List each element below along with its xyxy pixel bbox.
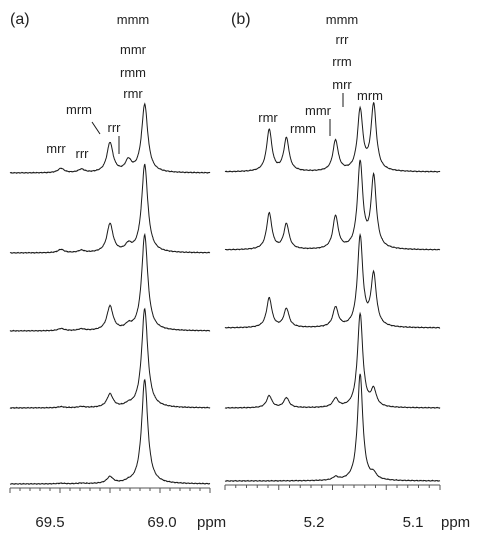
peak-annotation: rrr [108, 120, 122, 135]
x-tick-label: ppm [197, 514, 226, 531]
spectrum-trace-2 [224, 159, 441, 251]
x-tick-label: 69.5 [35, 514, 64, 531]
peak-annotation: mrm [66, 102, 92, 117]
peak-annotation: mmm [117, 12, 150, 27]
peak-annotation: mmr [120, 42, 147, 57]
spectrum-trace-1 [224, 102, 441, 173]
peak-annotation: rmm [120, 65, 146, 80]
peak-annotation: mmr [305, 103, 332, 118]
x-tick-label: 69.0 [147, 514, 176, 531]
peak-annotation: rmm [290, 121, 316, 136]
spectrum-trace-1 [9, 102, 211, 175]
panel-label: (b) [231, 11, 251, 28]
peak-annotation: rrr [336, 32, 350, 47]
spectrum-trace-3 [9, 232, 211, 332]
spectrum-trace-4 [9, 307, 211, 410]
peak-annotation: mrr [46, 141, 66, 156]
x-tick-label: 5.2 [304, 514, 325, 531]
spectrum-trace-2 [9, 163, 211, 255]
annotation-leader-line [91, 121, 101, 135]
spectrum-trace-3 [224, 232, 441, 329]
peak-annotation: rrm [332, 54, 352, 69]
spectrum-trace-5 [9, 378, 211, 486]
peak-annotation: mrm [357, 88, 383, 103]
x-tick-label: ppm [441, 514, 470, 531]
spectrum-trace-5 [224, 373, 441, 482]
peak-annotation: mmm [326, 12, 359, 27]
peak-annotation: rmr [123, 86, 143, 101]
peak-annotation: mrr [332, 77, 352, 92]
x-tick-label: 5.1 [403, 514, 424, 531]
peak-annotation: rmr [258, 110, 278, 125]
panel-label: (a) [10, 11, 30, 28]
spectrum-trace-4 [224, 311, 441, 409]
peak-annotation: rrr [76, 146, 90, 161]
